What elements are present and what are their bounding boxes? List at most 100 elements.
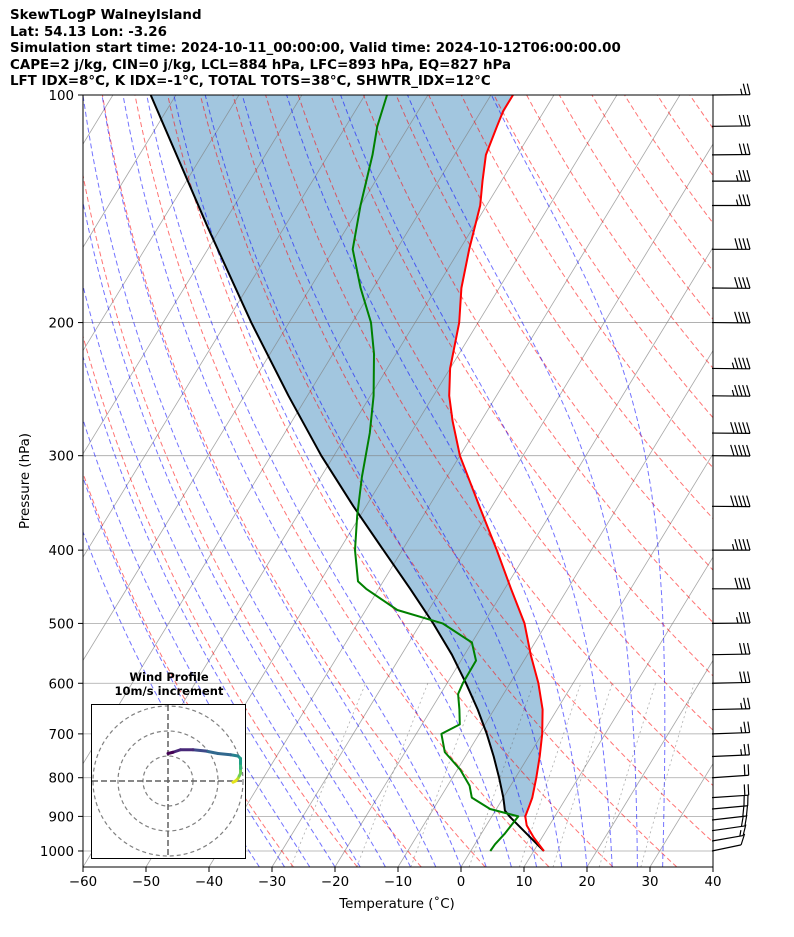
barb-flag — [742, 611, 747, 624]
barb-flag — [746, 444, 751, 457]
dry-adiabat — [199, 95, 678, 867]
dry-adiabat — [83, 334, 358, 867]
wind-barb — [712, 577, 751, 590]
barb-flag — [747, 743, 751, 755]
wind-barb — [711, 697, 751, 711]
wind-barb — [711, 357, 751, 370]
barb-flag — [742, 238, 747, 250]
barb-half-flag — [731, 362, 735, 369]
barb-flag — [738, 194, 743, 206]
barb-half-flag — [735, 199, 739, 206]
barb-flag — [730, 495, 735, 507]
moist-adiabat — [340, 95, 613, 867]
barb-flag — [747, 784, 750, 796]
barb-flag — [745, 804, 749, 817]
barb-half-flag — [731, 544, 735, 551]
mixing-ratio-lines — [290, 683, 695, 867]
barb-flag — [742, 143, 747, 155]
dry-adiabat — [526, 95, 713, 369]
barb-flag — [742, 577, 747, 589]
x-tick-label: −30 — [258, 875, 286, 890]
moist-adiabat — [83, 283, 361, 867]
hodograph-segment — [191, 748, 207, 753]
moist-adiabat — [241, 95, 563, 867]
barb-flag — [743, 721, 747, 733]
wind-barb — [711, 764, 750, 779]
wind-barb — [711, 83, 751, 96]
wind-barb — [711, 671, 751, 684]
barb-flag — [742, 357, 747, 369]
axes: −60 −50 −40 −30 −20 −10 0 10 20 30 40 100 200 300 400 5… — [40, 89, 722, 890]
y-tick-label: 200 — [48, 317, 74, 332]
moist-adiabat — [122, 95, 462, 867]
mixing-ratio-line — [356, 683, 429, 867]
dry-adiabat — [101, 95, 486, 867]
barb-flag — [738, 612, 743, 624]
isotherm-line — [208, 95, 681, 867]
barb-flag — [740, 815, 744, 827]
moist-adiabats — [83, 95, 666, 867]
barb-flag — [742, 169, 747, 182]
x-tick-label: −20 — [321, 875, 349, 890]
barb-flag — [742, 194, 747, 206]
moist-adiabat — [204, 95, 538, 867]
barb-flag — [738, 357, 743, 369]
y-tick-label: 100 — [48, 89, 74, 104]
barb-flag — [742, 444, 747, 457]
x-tick-label: 30 — [641, 875, 658, 890]
params-line: CAPE=2 j/kg, CIN=0 j/kg, LCL=884 hPa, LF… — [10, 57, 512, 73]
barb-half-flag — [740, 726, 743, 733]
x-tick-label: 0 — [457, 875, 466, 890]
barb-half-flag — [740, 88, 743, 95]
mixing-ratio-line — [552, 683, 613, 867]
isotherm-line — [83, 95, 366, 558]
barb-flag — [739, 671, 743, 683]
barb-flag — [734, 538, 739, 551]
barb-flag — [742, 311, 747, 324]
barb-flag — [746, 238, 751, 250]
barb-half-flag — [731, 389, 735, 397]
isotherm-line — [83, 95, 177, 249]
isotherm-line — [271, 143, 713, 867]
dry-adiabat — [167, 95, 614, 867]
profiles — [149, 95, 545, 852]
barb-flag — [730, 422, 735, 434]
barb-flag — [742, 495, 747, 507]
barb-flag — [746, 169, 751, 182]
barb-flag — [746, 114, 751, 127]
x-tick-label: −10 — [384, 875, 412, 890]
dry-adiabat — [83, 471, 294, 867]
wind-barb — [711, 495, 751, 508]
barb-flag — [746, 642, 751, 655]
dry-adiabat — [330, 95, 713, 677]
moist-adiabat — [146, 95, 487, 867]
mixing-ratio-line — [640, 683, 695, 867]
wind-barb — [711, 311, 751, 324]
barb-half-flag — [736, 617, 739, 624]
parcel-line — [149, 95, 545, 852]
barb-flag — [743, 743, 747, 756]
wind-barb — [711, 422, 751, 434]
barb-flag — [742, 83, 747, 95]
barb-flag — [746, 311, 751, 324]
x-tick-label: −50 — [132, 875, 160, 890]
barb-flag — [742, 642, 747, 655]
barb-flag — [747, 721, 751, 733]
wind-barb — [711, 721, 751, 735]
barb-flag — [746, 611, 751, 624]
barb-flag — [734, 422, 739, 434]
moist-adiabat — [83, 199, 386, 867]
barb-flag — [747, 697, 751, 709]
isotherm-line — [334, 246, 713, 867]
barb-flag — [743, 784, 746, 796]
dry-adiabat — [591, 95, 713, 272]
dry-adiabat — [134, 95, 550, 867]
moist-adiabat — [286, 95, 588, 867]
mixing-ratio-line — [410, 683, 480, 867]
wind-barb — [711, 384, 751, 397]
moist-adiabat — [83, 354, 336, 867]
barb-flag — [738, 422, 743, 434]
wind-barb — [711, 794, 749, 810]
barb-flag — [742, 422, 747, 434]
